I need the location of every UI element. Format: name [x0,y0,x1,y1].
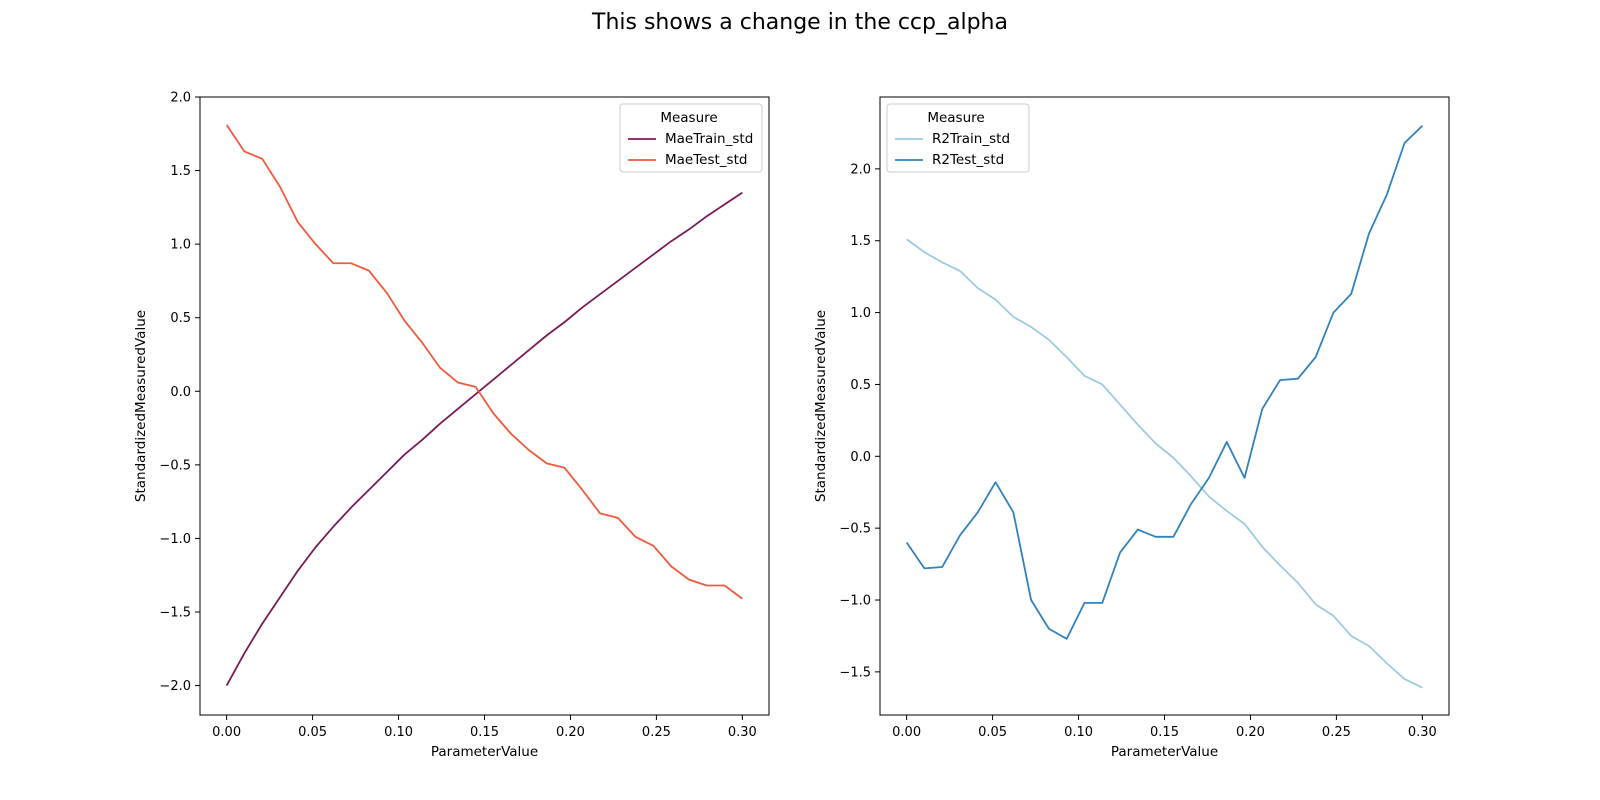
right-plot-frame [879,96,1450,716]
left-x-tick-label: 0.15 [470,725,499,740]
right-x-tick-label: 0.10 [1064,725,1093,740]
right-chart: 0.00 0.05 0.10 0.15 0.20 0.25 0.30 2.0 1.5 1.0 0.5… [813,96,1450,760]
right-legend-entry: R2Train_std [932,131,1010,147]
left-y-tick-label: −2.0 [159,679,191,694]
right-x-tick-label: 0.25 [1322,725,1351,740]
right-x-tick-label: 0.30 [1408,725,1437,740]
left-y-tick-label: −0.5 [159,458,191,473]
left-legend-entry: MaeTrain_std [665,131,753,147]
right-y-tick-label: 0.0 [850,450,871,465]
left-y-tick-label: 0.5 [170,311,191,326]
right-y-tick-label: −1.5 [839,665,871,680]
left-x-tick-label: 0.25 [642,725,671,740]
left-y-tick-label: 0.0 [170,385,191,400]
left-series-line-MaeTrain_std [225,191,743,687]
right-x-tick-label: 0.20 [1236,725,1265,740]
right-x-tick-label: 0.00 [892,725,921,740]
right-y-tick-label: 0.5 [850,378,871,393]
figure-title: This shows a change in the ccp_alpha [592,10,1008,35]
left-legend-entry: MaeTest_std [665,152,747,168]
right-y-tick-label: 2.0 [850,162,871,177]
left-x-tick-label: 0.20 [556,725,585,740]
left-y-tick-label: 1.5 [170,164,191,179]
right-y-tick-label: 1.0 [850,306,871,321]
right-legend: Measure R2Train_std R2Test_std [886,103,1030,173]
right-legend-entry: R2Test_std [932,152,1004,168]
left-series-line-MaeTest_std [225,124,743,600]
left-legend: Measure MaeTrain_std MaeTest_std [619,103,763,173]
left-legend-title: Measure [660,110,717,126]
left-chart: 0.00 0.05 0.10 0.15 0.20 0.25 0.30 2.0 1.5 1.0 0.5… [133,91,770,760]
right-series-line-R2Test_std [905,125,1423,640]
right-legend-box [886,103,1030,173]
left-x-axis-label: ParameterValue [431,744,538,760]
left-plot-frame [199,96,770,716]
right-legend-title: Measure [927,110,984,126]
left-x-tick-label: 0.00 [212,725,241,740]
left-legend-box [619,103,763,173]
right-y-axis-label: StandardizedMeasuredValue [813,310,829,502]
left-y-tick-label: −1.5 [159,606,191,621]
left-y-tick-label: 2.0 [170,91,191,106]
right-x-tick-label: 0.15 [1150,725,1179,740]
right-y-tick-label: −1.0 [839,594,871,609]
right-y-tick-label: −0.5 [839,522,871,537]
left-y-tick-label: −1.0 [159,532,191,547]
right-x-tick-label: 0.05 [978,725,1007,740]
right-x-axis-label: ParameterValue [1111,744,1218,760]
left-x-tick-label: 0.10 [384,725,413,740]
right-y-tick-label: 1.5 [850,234,871,249]
left-y-tick-label: 1.0 [170,238,191,253]
left-x-tick-label: 0.30 [728,725,757,740]
left-x-tick-label: 0.05 [298,725,327,740]
right-series-line-R2Train_std [906,238,1423,689]
left-y-axis-label: StandardizedMeasuredValue [133,310,149,502]
